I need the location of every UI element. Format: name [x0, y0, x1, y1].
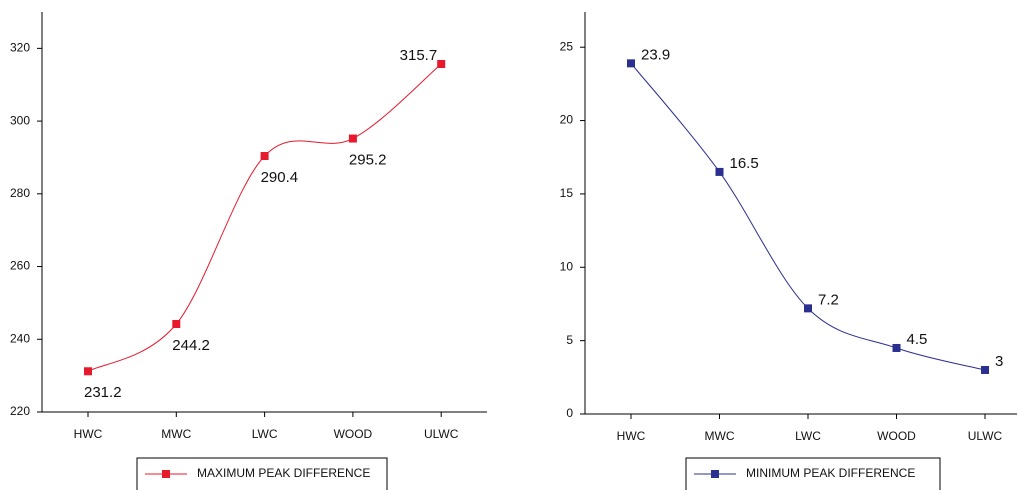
x-tick-label: WOOD	[877, 429, 916, 443]
y-tick-label: 240	[10, 331, 30, 345]
x-tick-label: MWC	[161, 427, 191, 441]
data-marker	[627, 59, 635, 68]
legend-label: MINIMUM PEAK DIFFERENCE	[746, 466, 915, 480]
y-tick-label: 25	[560, 39, 574, 53]
y-tick-label: 300	[10, 113, 30, 127]
legend-marker	[711, 470, 719, 478]
y-tick-label: 0	[566, 406, 573, 420]
x-tick-label: HWC	[617, 429, 646, 443]
data-label: 231.2	[84, 384, 122, 401]
data-label: 290.4	[261, 169, 299, 186]
series-line	[630, 63, 986, 371]
legend-box	[136, 457, 388, 490]
x-tick-label: ULWC	[968, 429, 1003, 443]
data-marker	[84, 367, 92, 376]
data-label: 244.2	[172, 337, 210, 354]
data-marker	[172, 320, 181, 328]
y-tick-label: 5	[566, 333, 573, 347]
data-marker	[437, 60, 446, 68]
data-label: 16.5	[730, 155, 759, 172]
data-marker	[804, 304, 812, 313]
y-tick-label: 20	[560, 113, 574, 127]
data-label: 4.5	[907, 331, 928, 348]
data-marker	[348, 134, 357, 143]
data-label: 3	[995, 353, 1003, 370]
y-tick-label: 220	[10, 404, 30, 418]
data-label: 23.9	[641, 46, 670, 63]
y-tick-label: 260	[10, 259, 30, 273]
x-tick-label: LWC	[795, 429, 821, 443]
legend-marker	[162, 470, 170, 478]
y-tick-label: 320	[10, 41, 30, 55]
x-tick-label: HWC	[74, 427, 103, 441]
y-tick-label: 15	[560, 186, 574, 200]
x-tick-label: WOOD	[334, 427, 373, 441]
y-tick-label: 280	[10, 186, 30, 200]
x-tick-label: MWC	[705, 429, 735, 443]
x-tick-label: ULWC	[424, 427, 459, 441]
legend-box	[685, 457, 941, 490]
data-label: 315.7	[400, 47, 438, 64]
data-marker	[715, 167, 724, 176]
data-marker	[892, 343, 901, 352]
legend-label: MAXIMUM PEAK DIFFERENCE	[197, 466, 370, 480]
data-marker	[981, 365, 989, 374]
data-label: 7.2	[818, 291, 839, 308]
data-label: 295.2	[349, 152, 387, 169]
series-line	[87, 63, 442, 372]
x-tick-label: LWC	[252, 427, 278, 441]
data-marker	[260, 152, 269, 160]
y-tick-label: 10	[560, 259, 574, 273]
